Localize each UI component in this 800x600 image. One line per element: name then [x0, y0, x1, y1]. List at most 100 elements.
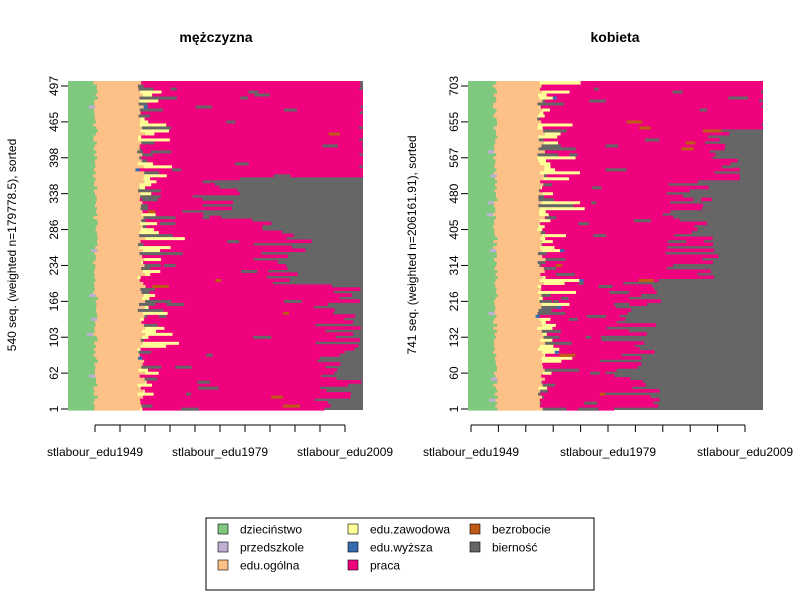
- sequence-segment: [554, 350, 562, 354]
- sequence-segment: [93, 260, 141, 265]
- sequence-segment: [586, 314, 606, 318]
- sequence-segment: [140, 386, 320, 390]
- sequence-segment: [151, 350, 345, 354]
- sequence-segment: [540, 161, 551, 166]
- sequence-segment: [137, 347, 141, 351]
- sequence-segment: [537, 152, 559, 157]
- sequence-segment: [68, 317, 98, 321]
- sequence-segment: [94, 287, 141, 291]
- sequence-segment: [68, 386, 94, 390]
- sequence-segment: [468, 206, 496, 211]
- legend-label: edu.wyższa: [370, 541, 433, 555]
- legend: dzieciństwo przedszkole edu.ogólna edu.zawo…: [205, 517, 595, 591]
- sequence-segment: [702, 128, 722, 133]
- sequence-segment: [68, 104, 96, 109]
- sequence-segment: [138, 356, 145, 360]
- sequence-segment: [609, 290, 630, 294]
- sequence-segment: [539, 314, 620, 318]
- sequence-segment: [546, 158, 738, 163]
- sequence-segment: [497, 395, 543, 399]
- sequence-segment: [96, 86, 139, 91]
- sequence-segment: [68, 326, 95, 330]
- sequence-segment: [496, 89, 543, 94]
- sequence-segment: [139, 143, 363, 148]
- sequence-segment: [468, 380, 498, 384]
- sequence-segment: [493, 170, 540, 175]
- sequence-segment: [537, 101, 565, 106]
- sequence-segment: [542, 239, 553, 244]
- sequence-segment: [468, 89, 497, 94]
- sequence-segment: [68, 173, 94, 178]
- sequence-segment: [539, 81, 581, 85]
- sequence-segment: [544, 269, 711, 274]
- sequence-segment: [141, 140, 155, 145]
- sequence-segment: [145, 299, 172, 303]
- sequence-segment: [68, 197, 97, 202]
- sequence-segment: [542, 275, 546, 279]
- sequence-segment: [68, 311, 97, 315]
- sequence-segment: [537, 125, 543, 130]
- sequence-segment: [96, 206, 141, 211]
- sequence-segment: [68, 230, 97, 235]
- sequence-segment: [159, 221, 176, 226]
- sequence-segment: [140, 128, 170, 133]
- sequence-segment: [141, 404, 153, 408]
- sequence-segment: [68, 407, 95, 411]
- sequence-segment: [491, 377, 498, 381]
- sequence-segment: [538, 224, 545, 229]
- sequence-segment: [538, 188, 541, 193]
- sequence-segment: [555, 323, 656, 327]
- sequence-segment: [552, 338, 602, 342]
- sequence-segment: [667, 239, 686, 244]
- sequence-segment: [496, 152, 538, 157]
- sequence-segment: [555, 383, 649, 387]
- sequence-segment: [468, 119, 498, 124]
- sequence-segment: [493, 245, 541, 250]
- sequence-segment: [493, 149, 546, 154]
- sequence-segment: [495, 158, 539, 163]
- sequence-segment: [68, 374, 96, 378]
- sequence-segment: [468, 344, 495, 348]
- sequence-segment: [235, 161, 249, 166]
- sequence-segment: [95, 245, 140, 250]
- sequence-segment: [68, 149, 97, 154]
- sequence-area: [468, 81, 763, 411]
- sequence-segment: [468, 101, 494, 106]
- sequence-segment: [163, 308, 335, 312]
- sequence-segment: [139, 167, 363, 172]
- sequence-segment: [68, 365, 96, 369]
- sequence-segment: [468, 110, 496, 115]
- sequence-segment: [93, 107, 140, 112]
- sequence-segment: [468, 161, 495, 166]
- sequence-segment: [142, 152, 153, 157]
- sequence-segment: [566, 233, 675, 238]
- sequence-segment: [139, 251, 183, 256]
- panel-female: kobieta 741 seq. (weighted n=206161.91),…: [405, 29, 793, 459]
- sequence-segment: [537, 155, 576, 160]
- sequence-segment: [538, 194, 544, 199]
- sequence-segment: [94, 275, 138, 279]
- sequence-segment: [541, 305, 562, 309]
- sequence-segment: [144, 371, 159, 375]
- sequence-segment: [551, 308, 632, 312]
- sequence-segment: [139, 302, 156, 306]
- sequence-segment: [140, 275, 267, 279]
- sequence-segment: [93, 401, 142, 405]
- sequence-segment: [594, 86, 599, 91]
- sequence-segment: [96, 194, 141, 199]
- sequence-segment: [537, 116, 540, 121]
- sequence-segment: [544, 113, 763, 118]
- sequence-segment: [495, 209, 539, 214]
- sequence-segment: [137, 308, 164, 312]
- sequence-segment: [495, 110, 540, 115]
- sequence-segment: [170, 86, 177, 91]
- sequence-segment: [144, 314, 148, 318]
- sequence-segment: [541, 350, 559, 354]
- sequence-segment: [68, 350, 96, 354]
- sequence-segment: [95, 263, 145, 268]
- sequence-segment: [555, 263, 563, 268]
- sequence-segment: [542, 107, 551, 112]
- sequence-segment: [539, 263, 542, 268]
- sequence-segment: [68, 215, 94, 220]
- sequence-segment: [544, 98, 760, 103]
